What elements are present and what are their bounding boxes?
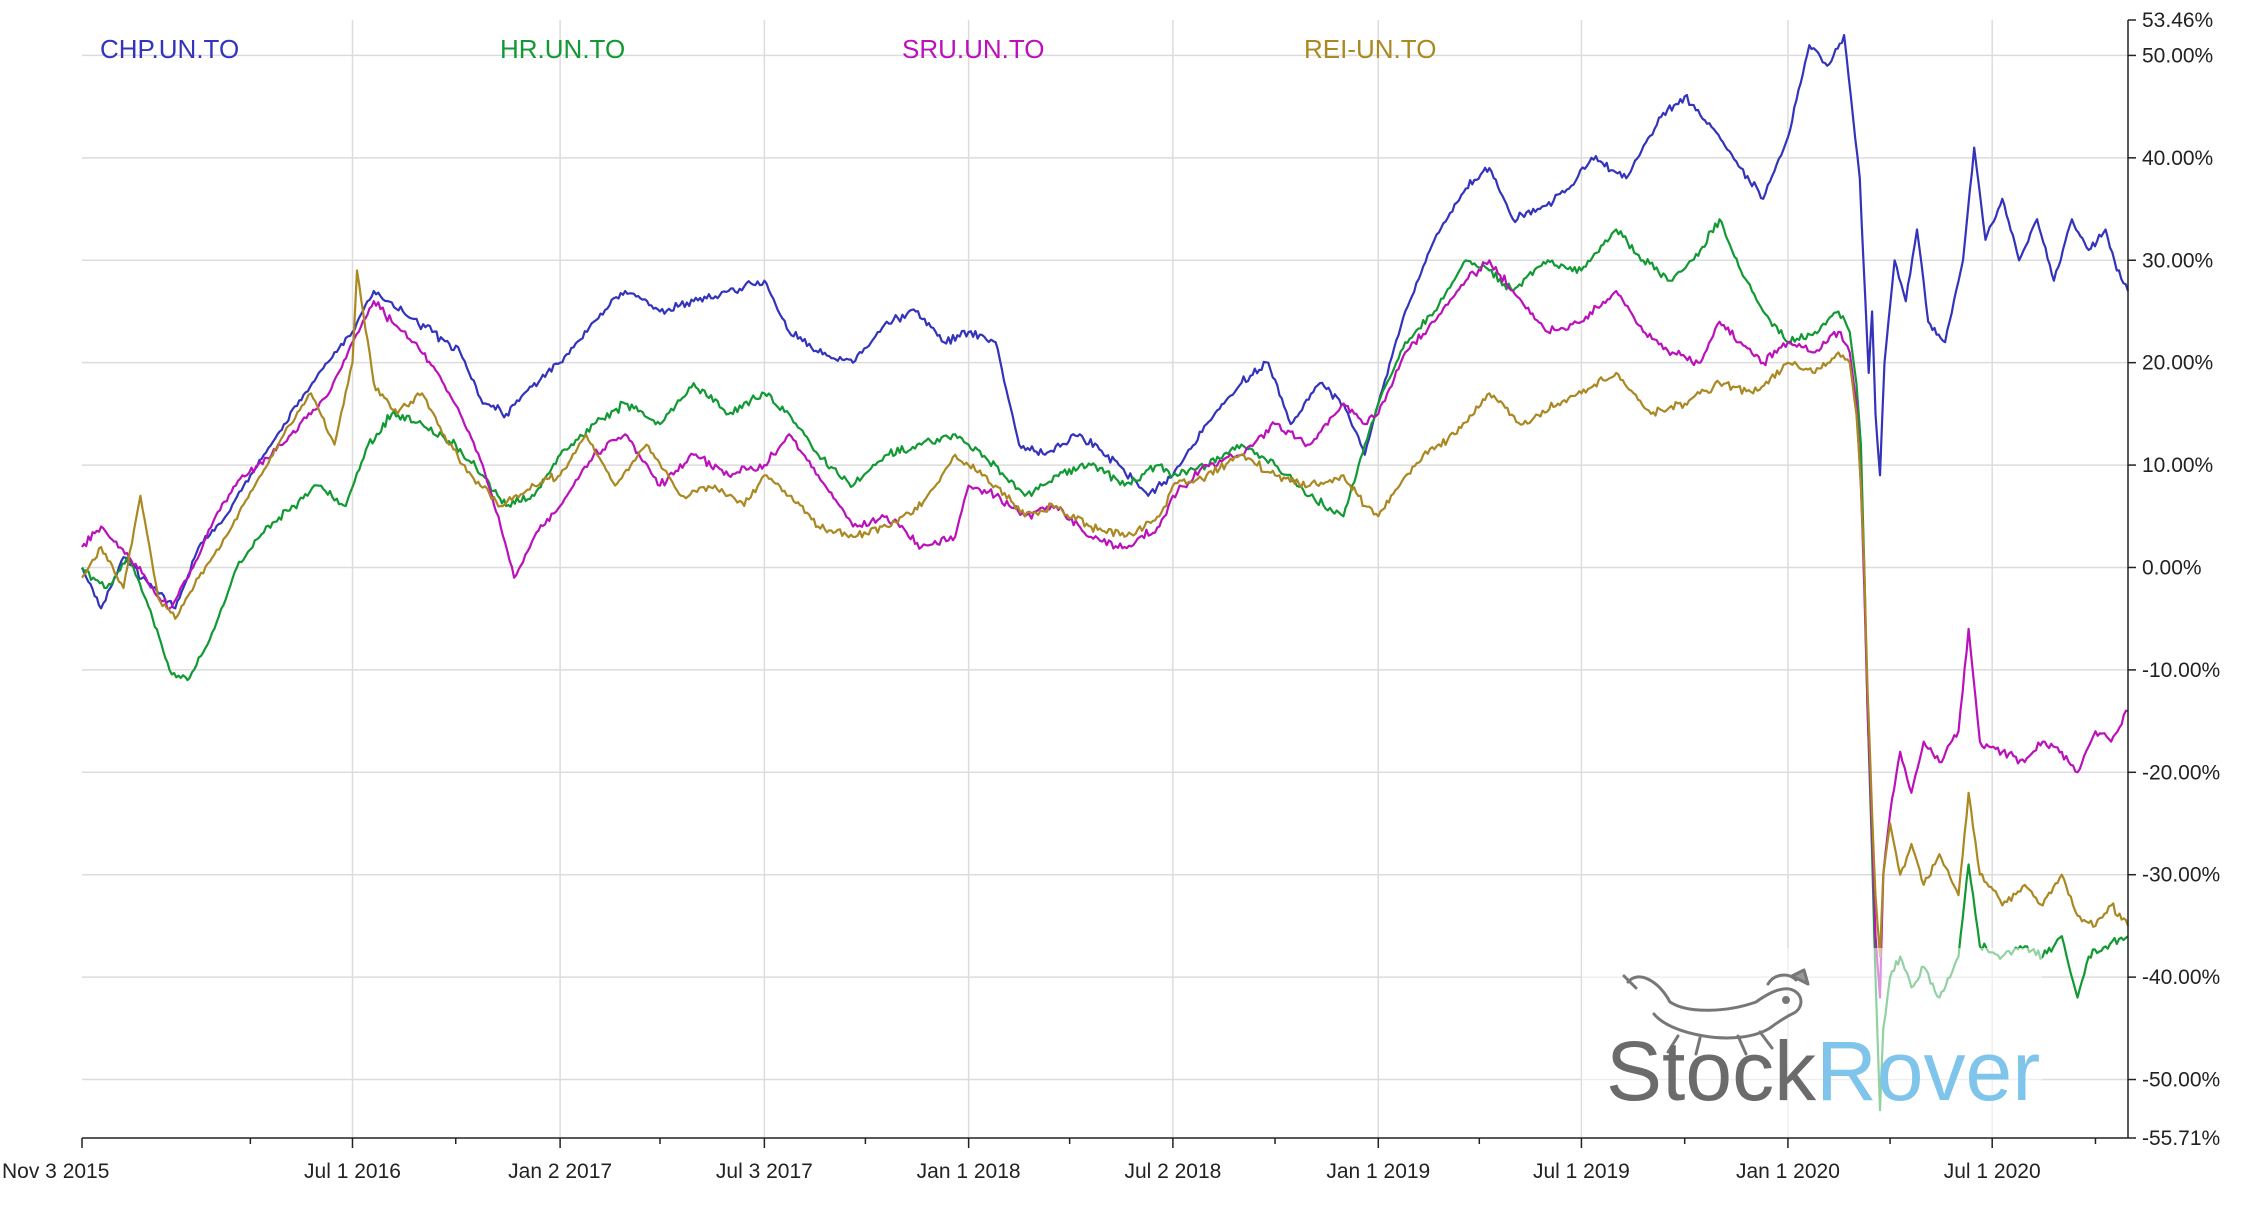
logo-text-rover: Rover [1816, 1024, 2040, 1118]
axes: 53.46% 50.00% 40.00% 30.00% 20.00% 10.00% 0.00… [2, 9, 2220, 1183]
x-tick-label: Jul 3 2017 [716, 1160, 813, 1183]
series-line-sru-un-to [81, 259, 2128, 999]
legend-item-chp-un-to[interactable]: CHP.UN.TO [100, 34, 239, 64]
x-tick-label: Jan 2 2017 [508, 1160, 612, 1183]
y-tick-label: -40.00% [2142, 966, 2220, 989]
y-tick-label: -10.00% [2142, 659, 2220, 682]
legend-item-sru-un-to[interactable]: SRU.UN.TO [902, 34, 1045, 64]
y-tick-label: 10.00% [2142, 454, 2213, 477]
x-tick-label: Nov 3 2015 [2, 1160, 109, 1183]
legend-item-hr-un-to[interactable]: HR.UN.TO [500, 34, 625, 64]
legend: CHP.UN.TO HR.UN.TO SRU.UN.TO REI-UN.TO [100, 34, 1436, 64]
dog-logo-icon [1622, 968, 1810, 1056]
stockrover-logo-text: StockRover [1606, 1024, 2040, 1118]
y-tick-label: 50.00% [2142, 44, 2213, 67]
logo-text-stock: Stock [1606, 1024, 1817, 1118]
x-tick-label: Jul 1 2019 [1533, 1160, 1630, 1183]
series-lines [80, 33, 2130, 1112]
series-line-chp-un-to [80, 33, 2130, 610]
x-tick-label: Jul 2 2018 [1124, 1160, 1221, 1183]
stockrover-watermark: StockRover [1582, 948, 2042, 1190]
x-tick-label: Jul 1 2016 [304, 1160, 401, 1183]
y-tick-label: -55.71% [2142, 1127, 2220, 1150]
grid-lines [82, 20, 2128, 1138]
y-tick-label: 30.00% [2142, 249, 2213, 272]
x-tick-label: Jan 1 2019 [1326, 1160, 1430, 1183]
y-tick-label: -30.00% [2142, 864, 2220, 887]
y-tick-label: 20.00% [2142, 352, 2213, 375]
y-tick-label: 0.00% [2142, 556, 2202, 579]
y-tick-label: -50.00% [2142, 1069, 2220, 1092]
series-line-rei-un-to [81, 269, 2130, 958]
y-tick-label: 53.46% [2142, 9, 2213, 32]
series-line-hr-un-to [81, 218, 2129, 1112]
x-tick-label: Jul 1 2020 [1944, 1160, 2041, 1183]
legend-item-rei-un-to[interactable]: REI-UN.TO [1304, 34, 1436, 64]
y-tick-label: -20.00% [2142, 761, 2220, 784]
x-tick-label: Jan 1 2020 [1736, 1160, 1840, 1183]
x-tick-label: Jan 1 2018 [917, 1160, 1021, 1183]
y-tick-label: 40.00% [2142, 147, 2213, 170]
